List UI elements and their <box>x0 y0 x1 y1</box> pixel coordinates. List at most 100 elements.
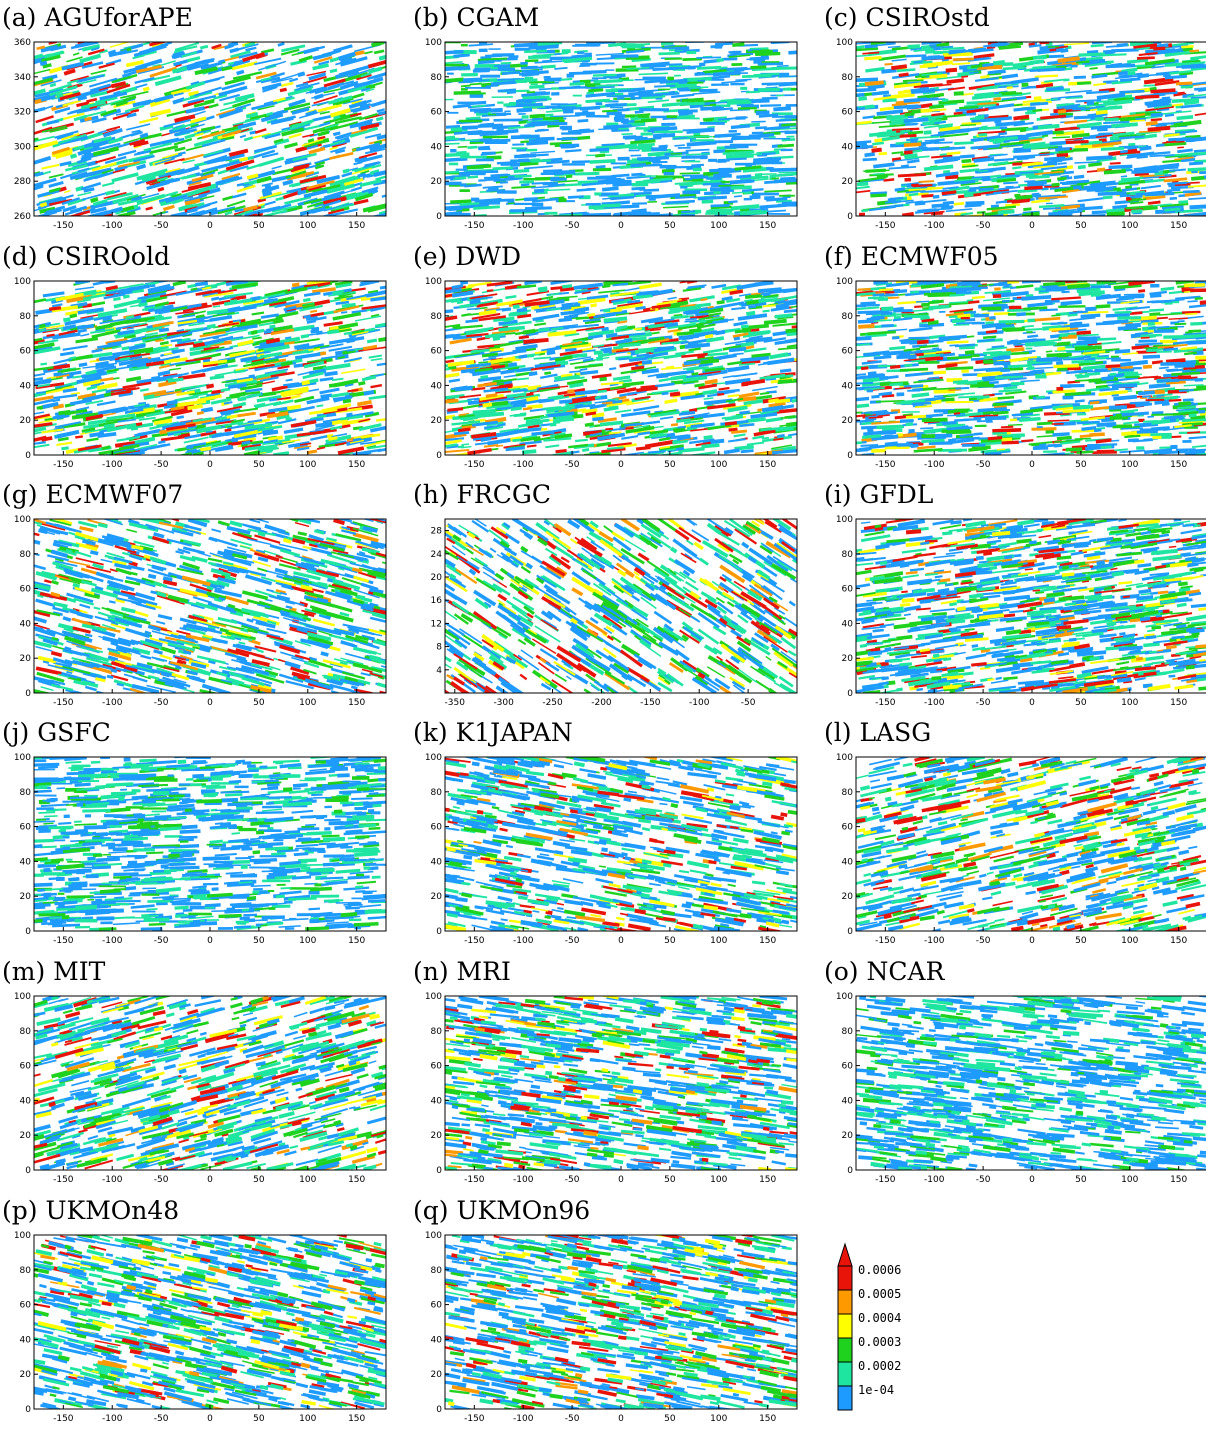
field-cell <box>1058 162 1067 165</box>
field-cell <box>130 305 139 308</box>
field-cell <box>558 198 566 202</box>
field-cell <box>482 152 496 155</box>
field-cell <box>664 172 674 175</box>
field-cell <box>871 148 882 153</box>
field-cell <box>303 298 311 302</box>
field-cell <box>643 189 659 192</box>
field-cell <box>1194 148 1206 152</box>
field-cell <box>586 115 610 118</box>
field-cell <box>602 284 611 288</box>
field-cell <box>596 62 615 64</box>
field-cell <box>529 85 544 89</box>
field-cell <box>781 149 793 152</box>
field-cell <box>456 169 468 171</box>
field-cell <box>1185 139 1194 142</box>
y-tick-label: 280 <box>14 177 31 187</box>
field-cell <box>237 339 253 346</box>
field-cell <box>586 188 595 190</box>
field-cell <box>1181 104 1202 109</box>
field-cell <box>857 93 865 97</box>
field-cell <box>111 172 138 182</box>
field-cell <box>684 161 700 163</box>
field-cell <box>611 162 627 164</box>
field-cell <box>341 311 347 314</box>
field-cell <box>602 186 619 191</box>
field-cell <box>687 82 703 84</box>
x-tick-label: 0 <box>207 221 213 231</box>
field-cell <box>516 108 532 113</box>
field-cell <box>554 53 560 55</box>
field-cell <box>271 165 281 169</box>
field-cell <box>1174 120 1202 127</box>
field-cell <box>929 44 936 47</box>
field-cell <box>660 416 673 420</box>
field-cell <box>923 130 931 134</box>
field-cell <box>40 362 47 365</box>
field-cell <box>358 381 366 386</box>
field-cell <box>521 183 530 186</box>
field-cell <box>319 388 339 395</box>
field-cell <box>711 84 729 86</box>
field-cell <box>376 116 384 121</box>
field-cell <box>1189 161 1203 165</box>
field-cell <box>522 70 538 73</box>
field-cell <box>469 101 486 105</box>
x-tick-label: 100 <box>299 460 316 470</box>
x-tick-label: -50 <box>154 460 169 470</box>
field-cell <box>232 193 246 199</box>
field-cell <box>465 87 491 89</box>
field-cell <box>380 285 390 290</box>
field-cell <box>205 201 218 207</box>
field-cell <box>1046 203 1053 205</box>
field-cell <box>686 149 710 152</box>
field-cell <box>524 165 553 169</box>
field-cell <box>1012 166 1022 169</box>
field-cell <box>728 438 746 442</box>
field-cell <box>479 110 488 114</box>
field-cell <box>952 62 970 65</box>
field-cell <box>382 194 389 198</box>
y-tick-label: 40 <box>431 142 443 152</box>
y-tick-label: 20 <box>20 416 32 426</box>
field-cell <box>461 313 471 317</box>
field-cell <box>1057 177 1067 181</box>
field-cell <box>497 101 503 103</box>
x-tick-label: 0 <box>207 460 213 470</box>
y-tick-label: 60 <box>431 108 443 118</box>
field-cell <box>518 113 526 115</box>
field-cell <box>1074 76 1086 79</box>
field-cell <box>447 112 458 114</box>
field-cell <box>588 88 603 92</box>
field-cell <box>145 206 153 210</box>
field-cell <box>864 152 875 157</box>
field-cell <box>666 165 676 169</box>
field-cell <box>782 201 799 204</box>
field-cell <box>527 445 537 448</box>
field-cell <box>73 52 80 56</box>
field-cell <box>43 291 65 297</box>
field-cell <box>523 178 546 180</box>
field-cell <box>1106 45 1117 48</box>
field-cell <box>307 449 318 454</box>
y-tick-label: 0 <box>25 451 31 461</box>
field-cell <box>658 213 673 217</box>
field-cell <box>566 175 573 178</box>
x-tick-label: -150 <box>53 221 74 231</box>
field-cell <box>563 325 575 329</box>
field-cell <box>1176 115 1193 120</box>
field-cell <box>767 210 786 213</box>
field-cell <box>865 169 886 173</box>
field-cell <box>545 444 559 448</box>
field-cell <box>788 50 801 54</box>
field-cell <box>369 394 390 400</box>
field-cell <box>577 119 588 123</box>
field-cell <box>517 377 529 380</box>
field-cell <box>541 173 564 175</box>
field-cell <box>139 117 158 124</box>
field-cell <box>461 73 478 77</box>
field-cell <box>187 56 200 62</box>
